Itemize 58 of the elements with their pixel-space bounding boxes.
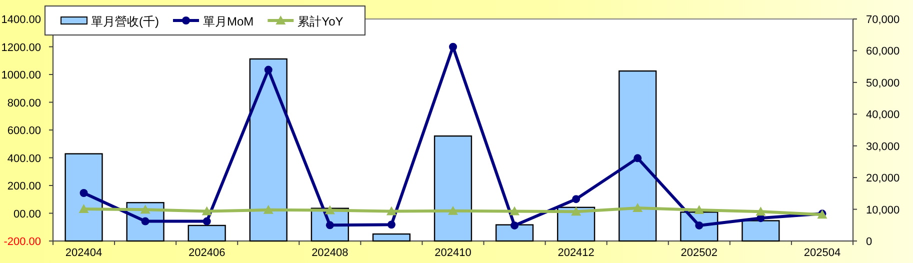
point	[140, 204, 150, 214]
point	[634, 154, 642, 162]
bar	[434, 135, 472, 242]
point	[448, 206, 458, 215]
x-tick-label: 202410	[434, 247, 472, 259]
point	[202, 217, 211, 226]
bar	[372, 233, 411, 242]
point	[510, 221, 519, 230]
x-tick-label: 202502	[680, 247, 718, 259]
point	[202, 206, 212, 216]
y2-tick-label: 50,000	[866, 77, 900, 90]
bar	[249, 58, 288, 242]
x-tick-label: 202412	[558, 247, 594, 259]
y2-tick-label: 20,000	[866, 172, 900, 185]
y-tick-label: 1200.00	[1, 42, 41, 54]
point	[387, 220, 396, 229]
point	[78, 204, 89, 213]
y-tick-label: 00.00	[13, 208, 41, 220]
y2-tick-label: 70,000	[866, 14, 900, 26]
x-tick-label: 202404	[65, 247, 102, 259]
point	[510, 206, 520, 216]
y-tick-label: 800.00	[7, 97, 41, 110]
legend-label: 單月MoM	[203, 14, 254, 28]
y-tick-label: 600.00	[7, 125, 41, 137]
y-tick-label: -200.00	[4, 236, 41, 248]
point	[80, 188, 88, 197]
legend-label: 累計YoY	[298, 14, 344, 28]
point	[263, 204, 274, 214]
point	[632, 202, 643, 212]
point	[756, 206, 766, 216]
point	[571, 206, 582, 216]
point	[141, 217, 150, 226]
point	[572, 195, 580, 204]
y2-tick-label: 0	[866, 236, 872, 248]
y-tick-label: 1000.00	[1, 70, 41, 82]
bar	[742, 220, 780, 242]
point	[324, 205, 335, 214]
legend-label: 單月營收(千)	[91, 14, 159, 28]
x-tick-label: 202504	[804, 247, 841, 259]
x-tick-label: 202408	[312, 247, 348, 259]
point	[449, 42, 457, 51]
bar	[495, 224, 534, 242]
bar	[618, 70, 657, 242]
y2-tick-label: 60,000	[866, 46, 900, 58]
y2-tick-label: 10,000	[866, 204, 900, 216]
point	[326, 221, 334, 230]
y2-tick-label: 40,000	[866, 109, 900, 122]
point	[264, 66, 272, 74]
point	[694, 205, 704, 214]
bar	[188, 224, 226, 242]
y2-tick-label: 30,000	[866, 140, 900, 153]
x-tick-label: 202406	[188, 247, 226, 259]
point	[386, 206, 396, 216]
bar	[64, 153, 103, 242]
y-tick-label: 1400.00	[1, 14, 41, 26]
y-tick-label: 400.00	[7, 152, 41, 165]
point	[695, 221, 704, 230]
y-tick-label: 200.00	[7, 180, 41, 192]
